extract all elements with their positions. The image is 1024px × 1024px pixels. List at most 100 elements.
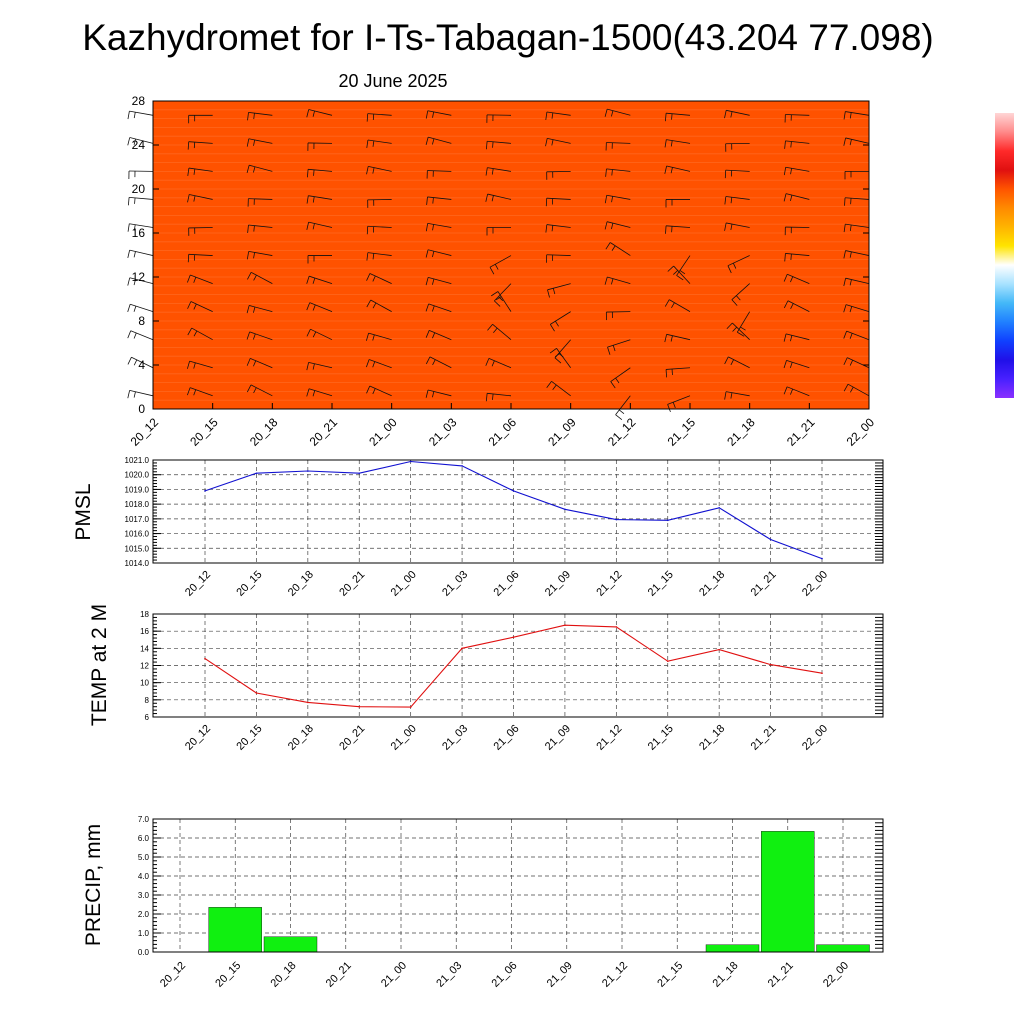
y-tick-label: 6.0 [138, 834, 150, 843]
wind-barb [246, 331, 273, 341]
wind-barb [549, 311, 571, 332]
x-tick-label: 22_00 [844, 415, 878, 449]
x-tick-label: 20_15 [213, 960, 243, 990]
wind-barb [188, 114, 213, 124]
wind-barb [843, 383, 870, 397]
y-tick-label: 7.0 [138, 815, 150, 824]
wind-barb [367, 199, 392, 208]
temp-point [564, 624, 566, 626]
x-tick-label: 20_21 [337, 723, 367, 753]
x-tick-label: 21_06 [490, 960, 520, 990]
wind-barb [366, 225, 392, 235]
x-tick-label: 22_00 [800, 723, 830, 753]
wind-barb [844, 197, 870, 206]
temp-point [769, 663, 772, 666]
wind-barb [187, 253, 213, 263]
wind-barb [127, 356, 154, 369]
temp-point [821, 672, 823, 675]
panel-frame [152, 818, 884, 953]
x-tick-label: 21_03 [434, 960, 464, 990]
wind-barb [127, 330, 154, 341]
wind-barb [366, 113, 392, 122]
wind-barb [843, 111, 870, 120]
wind-barb [187, 360, 213, 369]
wind-barb [425, 222, 452, 232]
x-tick-label: 20_15 [234, 569, 264, 599]
y-axis-label: TEMP at 2 M [88, 604, 111, 726]
x-tick-label: 21_12 [600, 960, 630, 990]
wind-barb [664, 333, 691, 343]
x-tick-label: 21_00 [366, 415, 400, 449]
wind-barb [127, 249, 154, 259]
y-axis-label: PRECIP, mm [82, 824, 105, 946]
wind-barb [783, 300, 810, 313]
temp-point [307, 701, 309, 704]
wind-barb [246, 250, 273, 260]
wind-barb [486, 227, 511, 236]
colorbar [995, 113, 1014, 398]
wind-barb [128, 170, 154, 179]
wind-barb [610, 367, 631, 389]
precip-panel: 0.0 1.0 2.0 3.0 4.0 5.0 6.0 7.0 20_12 20_15 20_18 2… [82, 815, 884, 990]
wind-barb [127, 137, 154, 146]
wind-barb [664, 112, 691, 122]
wind-barb [247, 224, 273, 233]
x-tick-label: 20_12 [183, 569, 213, 599]
y-tick-label: 6 [145, 713, 150, 722]
wind-barb [425, 277, 452, 286]
x-tick-label: 21_03 [426, 415, 460, 449]
wind-barb [665, 367, 691, 378]
y-tick-label: 1021.0 [125, 456, 150, 465]
profile-field [153, 101, 869, 409]
wind-barb [366, 299, 392, 312]
y-tick-label: 0.0 [138, 948, 150, 957]
wind-barb [724, 222, 750, 231]
wind-barb [664, 165, 691, 174]
pmsl-point [512, 490, 515, 492]
x-tick-label: 21_06 [492, 569, 522, 599]
x-tick-label: 21_21 [749, 723, 779, 753]
wind-barb [664, 299, 691, 312]
wind-barb [667, 395, 691, 413]
temp-point [204, 657, 206, 660]
y-tick-label: 1017.0 [125, 515, 150, 524]
wind-barb [366, 252, 392, 261]
wind-barb [246, 164, 273, 174]
wind-barb [724, 169, 750, 179]
wind-barb [187, 327, 213, 341]
wind-barb [783, 333, 810, 342]
wind-barb [494, 283, 512, 307]
x-tick-label: 21_21 [749, 569, 779, 599]
wind-barb [604, 194, 631, 204]
precip-bar [705, 944, 760, 953]
wind-barb [843, 277, 870, 287]
panel-frame [152, 459, 884, 564]
wind-barb [547, 283, 571, 298]
x-tick-label: 21_21 [766, 960, 796, 990]
wind-barb [843, 250, 870, 259]
wind-barb [783, 193, 810, 202]
temp-point [461, 647, 463, 650]
wind-barb [366, 385, 392, 397]
wind-barb [843, 330, 870, 341]
y-axis-label: PMSL [72, 483, 95, 540]
pmsl-point [255, 472, 258, 475]
x-tick-label: 21_18 [697, 723, 727, 753]
x-tick-label: 21_06 [492, 723, 522, 753]
wind-barb [306, 168, 333, 178]
x-tick-label: 21_18 [697, 569, 727, 599]
wind-barb [615, 395, 631, 420]
y-tick-label: 1019.0 [125, 485, 150, 494]
wind-barb [605, 311, 631, 321]
wind-barb [554, 339, 571, 364]
x-tick-label: 20_18 [286, 723, 316, 753]
y-tick-label: 2.0 [138, 910, 150, 919]
wind-barb [485, 140, 512, 150]
wind-barb [425, 136, 452, 145]
wind-barb [605, 242, 631, 256]
wind-barb [485, 167, 512, 176]
wind-barb [545, 111, 571, 120]
y-tick-label: 16 [132, 226, 146, 240]
wind-barb [783, 359, 810, 369]
wind-barb [726, 322, 750, 340]
